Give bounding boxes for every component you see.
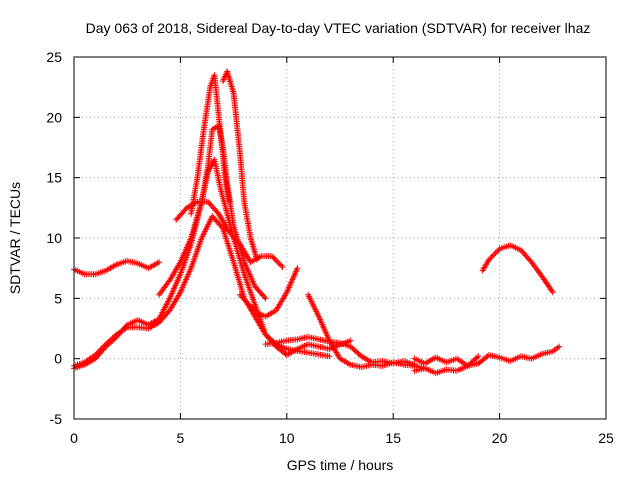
x-axis-label: GPS time / hours — [287, 457, 394, 473]
data-point-fill — [492, 249, 499, 256]
data-point-fill — [276, 261, 283, 268]
data-point-fill — [491, 251, 498, 258]
data-point-fill — [275, 259, 282, 266]
series-arc-11 — [411, 343, 563, 369]
data-point-fill — [548, 287, 555, 294]
data-point — [556, 343, 563, 350]
data-point-fill — [495, 247, 502, 254]
data-point-fill — [278, 262, 285, 269]
data-point-fill — [272, 257, 279, 264]
data-point-fill — [270, 254, 277, 261]
data-point — [326, 353, 333, 360]
y-axis-label: SDTVAR / TECUs — [7, 182, 23, 294]
data-point — [262, 295, 269, 302]
series-arc-10 — [305, 291, 429, 372]
series-arc-8 — [236, 265, 301, 320]
data-point — [485, 256, 492, 263]
data-point-fill — [261, 293, 268, 300]
series-arc-5 — [188, 72, 233, 217]
y-tick-label: 15 — [46, 170, 62, 186]
chart-title: Day 063 of 2018, Sidereal Day-to-day VTE… — [86, 20, 591, 36]
data-point-fill — [101, 344, 108, 351]
data-point — [156, 259, 163, 266]
data-point-fill — [489, 252, 496, 259]
data-point-fill — [271, 255, 278, 262]
y-axis-ticks: -5 0 5 10 15 20 25 — [46, 49, 606, 427]
data-point-fill — [488, 254, 495, 261]
y-tick-label: -5 — [50, 411, 63, 427]
series-arc-12 — [411, 353, 482, 377]
series-arc-2 — [71, 213, 354, 369]
series-arc-3 — [71, 156, 333, 372]
data-point — [268, 253, 275, 260]
data-point — [549, 289, 556, 296]
y-tick-label: 20 — [46, 109, 62, 125]
data-point-fill — [473, 354, 480, 361]
data-point-fill — [493, 248, 500, 255]
y-tick-label: 10 — [46, 230, 62, 246]
data-points — [71, 68, 563, 377]
series-arc-4 — [156, 122, 269, 302]
x-tick-label: 20 — [492, 430, 508, 446]
x-tick-label: 0 — [70, 430, 78, 446]
data-point — [226, 198, 233, 205]
data-point-fill — [112, 335, 119, 342]
x-tick-label: 5 — [177, 430, 185, 446]
x-tick-label: 25 — [598, 430, 614, 446]
x-tick-label: 15 — [385, 430, 401, 446]
x-tick-label: 10 — [279, 430, 295, 446]
data-point — [279, 263, 286, 270]
data-point — [475, 353, 482, 360]
data-point — [294, 265, 301, 272]
data-point-fill — [487, 255, 494, 262]
x-axis-ticks: 0 5 10 15 20 25 — [70, 57, 614, 446]
series-arc-13 — [479, 242, 556, 296]
grid-lines — [74, 57, 606, 419]
data-point-fill — [274, 258, 281, 265]
y-tick-label: 5 — [54, 290, 62, 306]
y-tick-label: 0 — [54, 351, 62, 367]
series-arc-1 — [71, 257, 163, 278]
y-tick-label: 25 — [46, 49, 62, 65]
data-point — [347, 337, 354, 344]
series-arc-7 — [173, 198, 286, 270]
